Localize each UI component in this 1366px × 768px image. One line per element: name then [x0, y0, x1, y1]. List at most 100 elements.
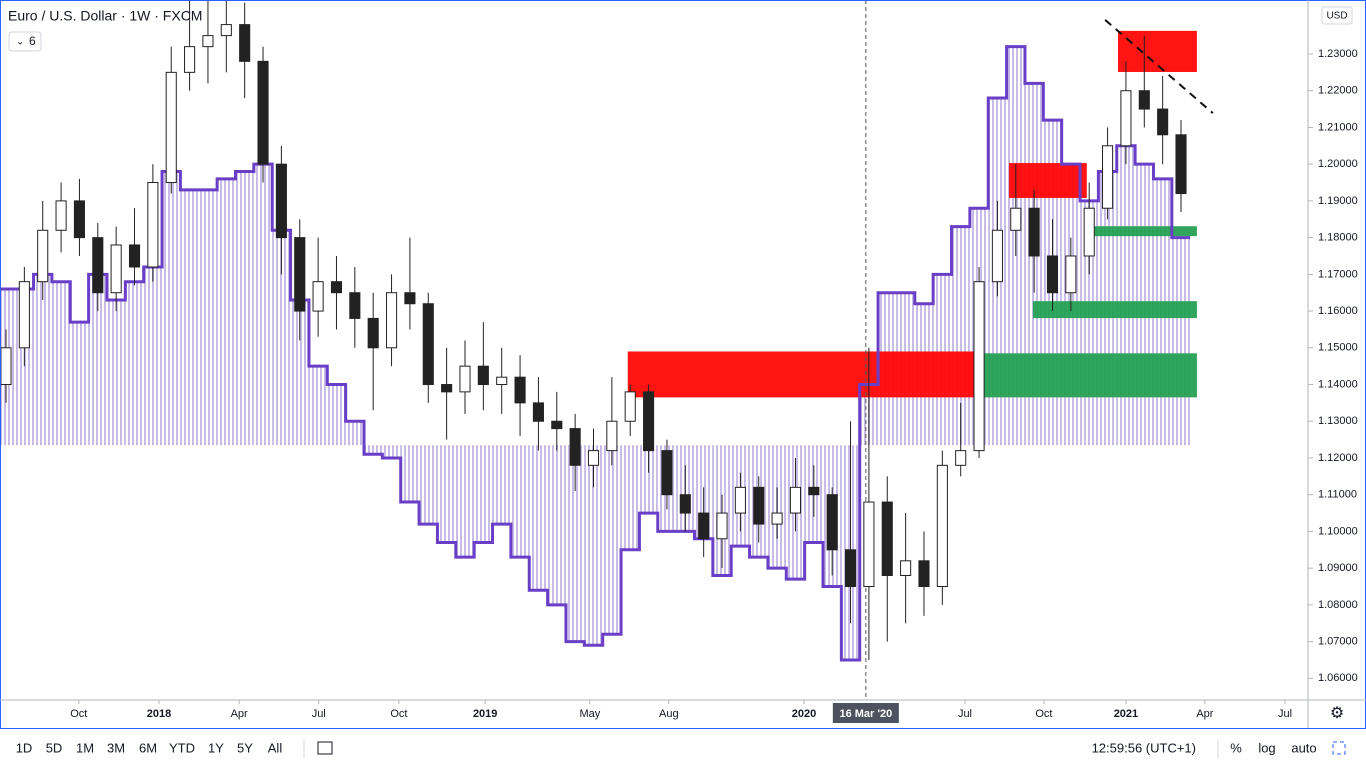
candle-body — [386, 292, 398, 349]
candle-body — [1102, 145, 1114, 209]
candle-body — [808, 486, 820, 496]
overlay-fill — [565, 445, 585, 642]
candle-body — [349, 292, 361, 319]
option-button[interactable]: % — [1230, 740, 1242, 755]
overlay-fill — [290, 300, 309, 446]
overlay-fill — [162, 171, 181, 446]
x-tick-label: 2020 — [792, 708, 816, 720]
overlay-line — [0, 45, 1191, 662]
candle-body — [55, 200, 67, 231]
indicator-badge[interactable]: 6 — [29, 34, 36, 48]
plot-area — [0, 0, 1214, 700]
clock: 12:59:56 (UTC+1) — [1092, 740, 1196, 755]
candle-body — [881, 501, 893, 576]
range-button[interactable]: 1M — [76, 740, 94, 755]
x-tick-label: Jul — [1278, 708, 1292, 720]
range-button[interactable]: 6M — [139, 740, 157, 755]
candle-body — [991, 229, 1003, 283]
overlay-fill — [382, 445, 401, 458]
option-button[interactable]: auto — [1291, 740, 1316, 755]
currency-box[interactable] — [1321, 6, 1353, 25]
candle-body — [1028, 207, 1040, 257]
overlay-fill — [217, 178, 236, 446]
candle-body — [973, 281, 985, 452]
range-button[interactable]: YTD — [169, 740, 195, 755]
indicator-badge-box[interactable] — [8, 31, 42, 52]
currency[interactable]: USD — [1326, 11, 1347, 22]
candle-body — [863, 501, 875, 588]
candle-body — [165, 71, 177, 184]
x-tick-label: Oct — [70, 708, 87, 720]
range-button[interactable]: 5Y — [237, 740, 253, 755]
candle-body — [606, 420, 618, 452]
date-range-icon[interactable] — [317, 741, 333, 755]
zone — [1087, 226, 1197, 237]
candle-body — [257, 60, 269, 165]
candle-body — [404, 292, 416, 305]
candle-body — [826, 494, 838, 551]
candle-body — [312, 281, 324, 312]
candle-body — [367, 317, 379, 349]
candle-body — [220, 24, 232, 37]
overlay-fill — [51, 281, 71, 446]
overlay-fill — [308, 366, 328, 446]
y-tick-label: 1.06000 — [1318, 672, 1358, 684]
candle-body — [716, 512, 728, 540]
overlay-fill — [602, 445, 622, 635]
overlay-fill — [143, 266, 163, 446]
range-button[interactable]: 5D — [46, 740, 63, 755]
zone — [1009, 163, 1087, 198]
candle-body — [330, 281, 343, 294]
overlay-fill — [639, 445, 658, 514]
candle-body — [643, 391, 655, 452]
y-tick-label: 1.16000 — [1318, 305, 1358, 317]
overlay-fill — [492, 445, 511, 525]
y-tick-label: 1.12000 — [1318, 452, 1358, 464]
y-tick-label: 1.15000 — [1318, 342, 1358, 354]
candle-body — [532, 402, 544, 422]
candle-body — [184, 46, 196, 73]
x-tick-label: Apr — [231, 708, 248, 720]
overlay-fill — [1116, 145, 1136, 446]
candle-body — [771, 512, 783, 525]
svg-text:⌄: ⌄ — [16, 37, 24, 48]
y-tick-label: 1.08000 — [1318, 599, 1358, 611]
overlay-fill — [529, 445, 548, 591]
overlay-fill — [327, 384, 346, 446]
overlay-fill — [400, 445, 420, 503]
overlay-fill — [33, 274, 52, 446]
candle-body — [1046, 255, 1059, 294]
candle-body — [679, 494, 691, 514]
overlay-fill — [345, 421, 365, 446]
overlay-fill — [70, 322, 89, 446]
range-button[interactable]: 1Y — [208, 740, 224, 755]
overlay-fill — [474, 445, 493, 543]
zone — [1117, 30, 1197, 72]
x-tick-label: Aug — [659, 708, 679, 720]
candle-body — [92, 237, 104, 294]
range-button[interactable]: All — [268, 740, 283, 755]
candle-body — [477, 365, 489, 386]
candle-body — [0, 347, 12, 386]
overlay-fill — [1171, 237, 1191, 446]
range-button[interactable]: 1D — [16, 740, 33, 755]
candle-body — [624, 391, 636, 422]
x-tick-label: 2019 — [473, 708, 497, 720]
y-tick-label: 1.18000 — [1318, 232, 1358, 244]
x-tick-label: 2018 — [147, 708, 171, 720]
option-button[interactable]: log — [1258, 740, 1275, 755]
fullscreen-icon[interactable] — [1332, 741, 1346, 755]
range-button[interactable]: 3M — [107, 740, 125, 755]
settings-icon[interactable]: ⚙ — [1330, 705, 1344, 722]
candle-body — [1138, 90, 1150, 110]
candle-body — [955, 450, 967, 466]
candle-body — [422, 303, 434, 386]
x-tick-label: 2021 — [1114, 708, 1138, 720]
y-tick-label: 1.11000 — [1318, 489, 1357, 501]
overlay-fill — [455, 445, 475, 558]
overlay-fill — [437, 445, 456, 543]
candle-body — [1083, 207, 1095, 257]
candle-body — [900, 560, 912, 576]
y-tick-label: 1.10000 — [1318, 525, 1358, 537]
zone — [974, 353, 1197, 398]
